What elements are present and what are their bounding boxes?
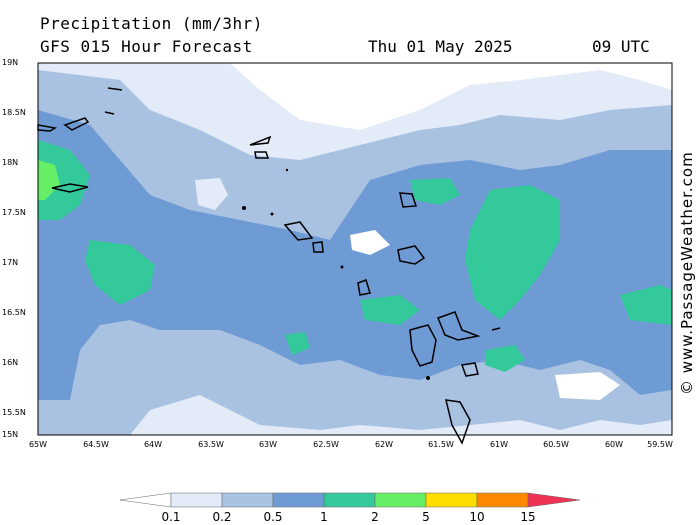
lat-label: 15.5N <box>2 408 26 417</box>
lon-label: 62.5W <box>313 440 339 449</box>
lat-label: 19N <box>2 58 19 67</box>
lat-label: 16N <box>2 358 19 367</box>
lon-label: 59.5W <box>647 440 673 449</box>
map-title: Precipitation (mm/3hr) <box>40 14 263 33</box>
legend-label: 0.2 <box>212 510 232 524</box>
lon-label: 64W <box>143 440 163 449</box>
legend-label: 5 <box>422 510 430 524</box>
watermark-credit: © www.PassageWeather.com <box>678 151 696 395</box>
map-frame <box>37 62 673 436</box>
legend-swatch-2 <box>221 492 274 508</box>
precipitation-field <box>38 63 672 435</box>
coastline <box>37 87 501 445</box>
legend-label: 10 <box>469 510 485 524</box>
legend-swatch-0 <box>119 492 172 508</box>
forecast-subtitle: GFS 015 Hour Forecast <box>40 37 253 56</box>
lon-label: 61W <box>489 440 509 449</box>
small-islands <box>242 168 430 380</box>
lat-label: 17.5N <box>2 208 26 217</box>
legend-swatch-3 <box>272 492 325 508</box>
lon-label: 62W <box>374 440 394 449</box>
lon-label: 65W <box>28 440 48 449</box>
lat-label: 18N <box>2 158 19 167</box>
legend-swatch-7 <box>476 492 529 508</box>
legend-swatch-1 <box>170 492 223 508</box>
forecast-date: Thu 01 May 2025 <box>368 37 513 56</box>
legend-colorbar <box>119 492 581 508</box>
lon-label: 61.5W <box>428 440 454 449</box>
lon-label: 64.5W <box>83 440 109 449</box>
legend-label: 2 <box>371 510 379 524</box>
legend-swatch-5 <box>374 492 427 508</box>
lon-label: 63.5W <box>198 440 224 449</box>
legend-swatch-6 <box>425 492 478 508</box>
legend-swatch-8 <box>527 492 581 508</box>
lat-label: 16.5N <box>2 308 26 317</box>
legend-label: 0.5 <box>263 510 283 524</box>
lat-label: 18.5N <box>2 108 26 117</box>
lon-label: 60.5W <box>543 440 569 449</box>
lon-label: 60W <box>604 440 624 449</box>
lat-label: 17N <box>2 258 19 267</box>
lon-label: 63W <box>258 440 278 449</box>
legend-label: 15 <box>520 510 536 524</box>
legend-swatch-4 <box>323 492 376 508</box>
legend-label: 1 <box>320 510 328 524</box>
legend-label: 0.1 <box>161 510 181 524</box>
forecast-time: 09 UTC <box>592 37 650 56</box>
lat-label: 15N <box>2 430 19 439</box>
